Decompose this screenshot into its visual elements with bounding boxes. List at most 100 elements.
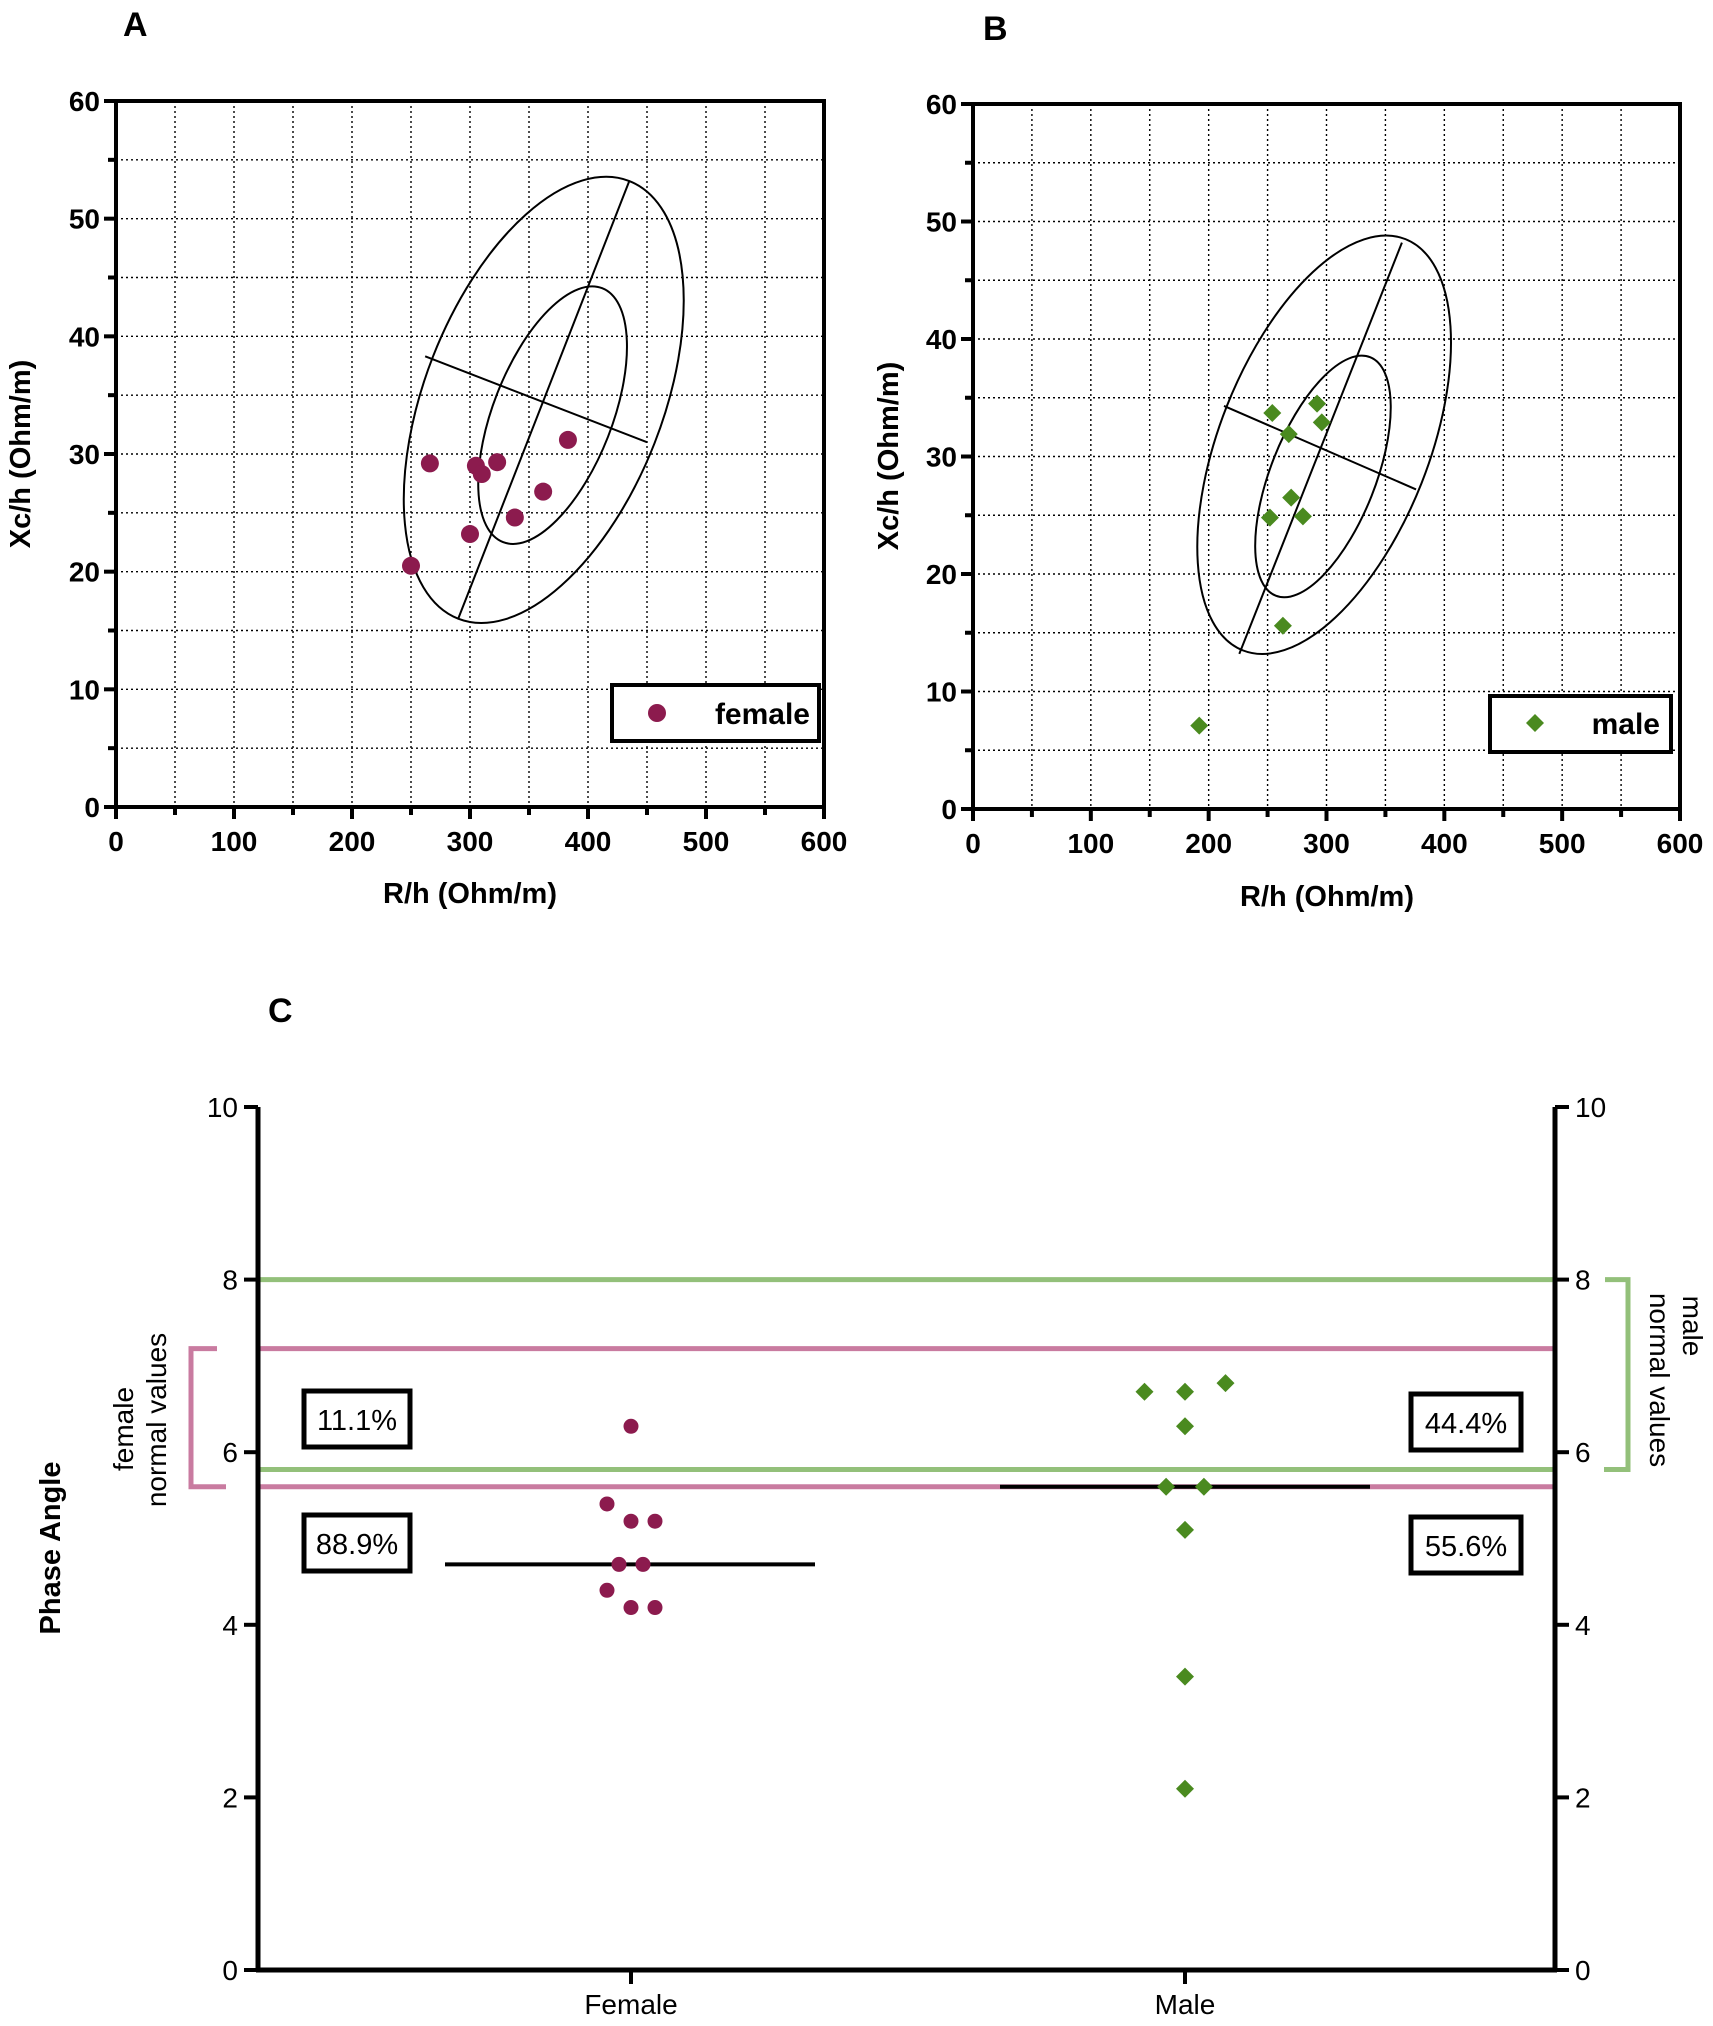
panel-b-legend-box (1488, 694, 1673, 754)
left-y-tick-label: 0 (222, 1955, 238, 1986)
panel-b-y-tick-label: 60 (926, 89, 957, 120)
panel-c-y-axis-title: Phase Angle (35, 1462, 67, 1635)
panel-b-data-point (1279, 425, 1298, 444)
panel-b-y-tick-label: 50 (926, 207, 957, 238)
panel-b-legend-marker (1526, 714, 1544, 732)
panel-b-data-point (1260, 508, 1279, 527)
female-data-point (623, 1513, 639, 1529)
panel-a-y-tick-label: 0 (84, 792, 100, 823)
panel-a-legend: female (610, 683, 821, 743)
panel-b-tolerance-ellipses (1196, 234, 1452, 655)
panel-b-y-tick-label: 30 (926, 442, 957, 473)
panel-b-data-point (1308, 394, 1327, 413)
panel-c-label: C (268, 992, 293, 1030)
male-data-point (1194, 1477, 1213, 1496)
panel-b-legend-label: male (1592, 708, 1660, 741)
male-data-point (1135, 1382, 1154, 1401)
panel-a-ellipse-inner (477, 285, 628, 545)
panel-c-points (599, 1374, 1235, 1798)
panel-b-x-tick-label: 200 (1185, 828, 1232, 859)
panel-a-label: A (123, 6, 148, 44)
male-normal-values-annotation: male normal values (1604, 1277, 1708, 1472)
panel-b-label: B (983, 10, 1008, 48)
panel-b-legend: male (1488, 694, 1673, 754)
panel-b-ellipse-axis (1223, 405, 1417, 491)
panel-b-y-tick-label: 40 (926, 324, 957, 355)
panel-a-y-tick-label: 60 (69, 86, 100, 117)
panel-b-x-tick-label: 400 (1421, 828, 1468, 859)
panel-b-y-tick-label: 10 (926, 677, 957, 708)
male-data-point (1176, 1667, 1194, 1686)
panel-a-y-tick-label: 30 (69, 439, 100, 470)
panel-a-data-point (472, 465, 491, 484)
panel-a-points (402, 430, 577, 575)
right-y-tick-label: 10 (1575, 1092, 1606, 1123)
left-y-tick-label: 6 (222, 1437, 238, 1468)
panel-a-ellipse-axis (457, 180, 631, 620)
panel-a-legend-label: female (715, 698, 810, 731)
panel-a-data-point (420, 454, 439, 473)
panel-c-reference-lines (258, 1277, 1555, 1490)
panel-a-ellipse-outer (402, 175, 685, 624)
panel-a-tolerance-ellipses (402, 175, 685, 624)
panel-b-data-point (1273, 616, 1292, 635)
panel-c-phase-angle: C 0 0 2 2 4 4 6 6 8 8 10 10 Female Male Phase Angle f… (35, 992, 1708, 2020)
right-y-tick-label: 6 (1575, 1437, 1591, 1468)
female-data-point (599, 1496, 615, 1512)
male-data-point (1157, 1477, 1176, 1496)
female-data-point (623, 1600, 639, 1616)
panel-a-data-point (505, 508, 524, 527)
panel-b-ellipse-outer (1196, 234, 1452, 655)
male-below-percent: 55.6% (1425, 1531, 1507, 1563)
panel-a-x-tick-label: 200 (329, 826, 376, 857)
male-below-percent-box: 55.6% (1408, 1514, 1524, 1576)
panel-b-x-tick-label: 300 (1303, 828, 1350, 859)
male-data-point (1176, 1779, 1194, 1798)
male-data-point (1176, 1382, 1194, 1401)
female-below-percent-box: 88.9% (301, 1512, 413, 1574)
panel-a-x-tick-label: 0 (108, 826, 124, 857)
male-data-point (1176, 1520, 1194, 1539)
panel-a-ellipse-axis (424, 355, 648, 444)
panel-a-ticks: 0 100 200 300 400 500 600 0 10 20 30 40 50 60 (69, 86, 848, 857)
panel-a-data-point (488, 453, 507, 472)
female-normal-values-label-line1: female (108, 1387, 139, 1471)
panel-b-data-point (1293, 507, 1312, 526)
panel-b-x-tick-label: 100 (1067, 828, 1114, 859)
panel-a-data-point (534, 482, 553, 501)
female-data-point (635, 1556, 651, 1572)
panel-a-data-point (402, 556, 420, 575)
female-within-percent-box: 11.1% (301, 1388, 413, 1450)
x-category-label-female: Female (584, 1989, 677, 2020)
panel-b-x-tick-label: 500 (1539, 828, 1586, 859)
panel-a-x-tick-label: 400 (565, 826, 612, 857)
right-y-tick-label: 0 (1575, 1955, 1591, 1986)
panel-b-points (1190, 394, 1331, 735)
left-y-tick-label: 10 (207, 1092, 238, 1123)
panel-a-x-tick-label: 600 (801, 826, 848, 857)
female-data-point (599, 1582, 615, 1598)
panel-b-y-tick-label: 0 (941, 794, 957, 825)
panel-b-data-point (1312, 413, 1331, 432)
female-data-point (647, 1600, 663, 1616)
panel-a-scatter: A 0 100 200 300 400 500 600 0 10 20 30 40 50 60 R/h (… (5, 6, 847, 910)
panel-b-ellipse-inner (1254, 354, 1392, 599)
left-y-tick-label: 4 (222, 1610, 238, 1641)
panel-a-legend-box (610, 683, 821, 743)
right-y-tick-label: 2 (1575, 1782, 1591, 1813)
female-normal-values-bracket (188, 1346, 226, 1490)
x-category-label-male: Male (1155, 1989, 1216, 2020)
panel-b-ticks: 0 100 200 300 400 500 600 0 10 20 30 40 50 60 (926, 89, 1704, 859)
panel-c-axes: 0 0 2 2 4 4 6 6 8 8 10 10 Female Male (207, 1092, 1606, 2020)
left-y-tick-label: 2 (222, 1782, 238, 1813)
female-normal-values-label-line2: normal values (141, 1333, 172, 1507)
panel-a-y-tick-label: 50 (69, 204, 100, 235)
panel-a-legend-marker (648, 704, 666, 722)
male-normal-values-bracket (1604, 1277, 1631, 1472)
panel-a-x-tick-label: 500 (683, 826, 730, 857)
male-data-point (1176, 1417, 1194, 1436)
panel-b-data-point (1263, 404, 1282, 423)
right-y-tick-label: 8 (1575, 1265, 1591, 1296)
panel-a-x-tick-label: 100 (211, 826, 258, 857)
